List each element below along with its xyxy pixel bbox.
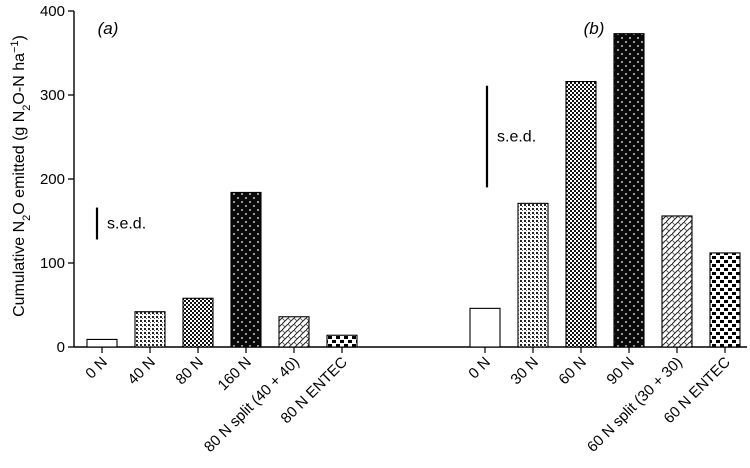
bar: [709, 252, 741, 348]
bar: [134, 311, 166, 348]
bar: [326, 334, 358, 348]
y-tick-label: 0: [57, 339, 65, 356]
y-tick-label: 200: [40, 171, 65, 188]
y-tick-label: 300: [40, 87, 65, 104]
bar: [565, 81, 597, 348]
x-tick-label: 90 N: [603, 354, 637, 388]
bar: [613, 33, 645, 348]
bar: [230, 191, 262, 348]
sed-label: s.e.d.: [497, 129, 536, 146]
panel-label: (b): [584, 19, 605, 38]
x-tick-label: 0 N: [82, 354, 111, 383]
bar: [661, 215, 693, 348]
x-tick-label: 30 N: [507, 354, 541, 388]
x-tick-label: 160 N: [215, 354, 255, 394]
y-axis-title: Cumulative N2O emitted (g N2O-N ha−1): [9, 35, 33, 317]
bar: [278, 316, 310, 348]
y-tick-label: 400: [40, 3, 65, 20]
sed-label: s.e.d.: [107, 216, 146, 233]
x-tick-label: 40 N: [124, 354, 158, 388]
x-tick-label: 60 N: [555, 354, 589, 388]
x-tick-label: 0 N: [465, 354, 494, 383]
chart-marks: (a)s.e.d.0 N 40 N 80 N 160 N80 N split (40 …: [82, 19, 741, 456]
y-tick-label: 100: [40, 255, 65, 272]
bar: [469, 307, 501, 348]
bar: [517, 202, 549, 348]
panel-label: (a): [98, 19, 119, 38]
bar: [86, 338, 118, 348]
x-tick-label: 80 N: [172, 354, 206, 388]
y-axis-ticks: 0 100 200 300 400: [40, 3, 74, 356]
bar: [182, 297, 214, 348]
